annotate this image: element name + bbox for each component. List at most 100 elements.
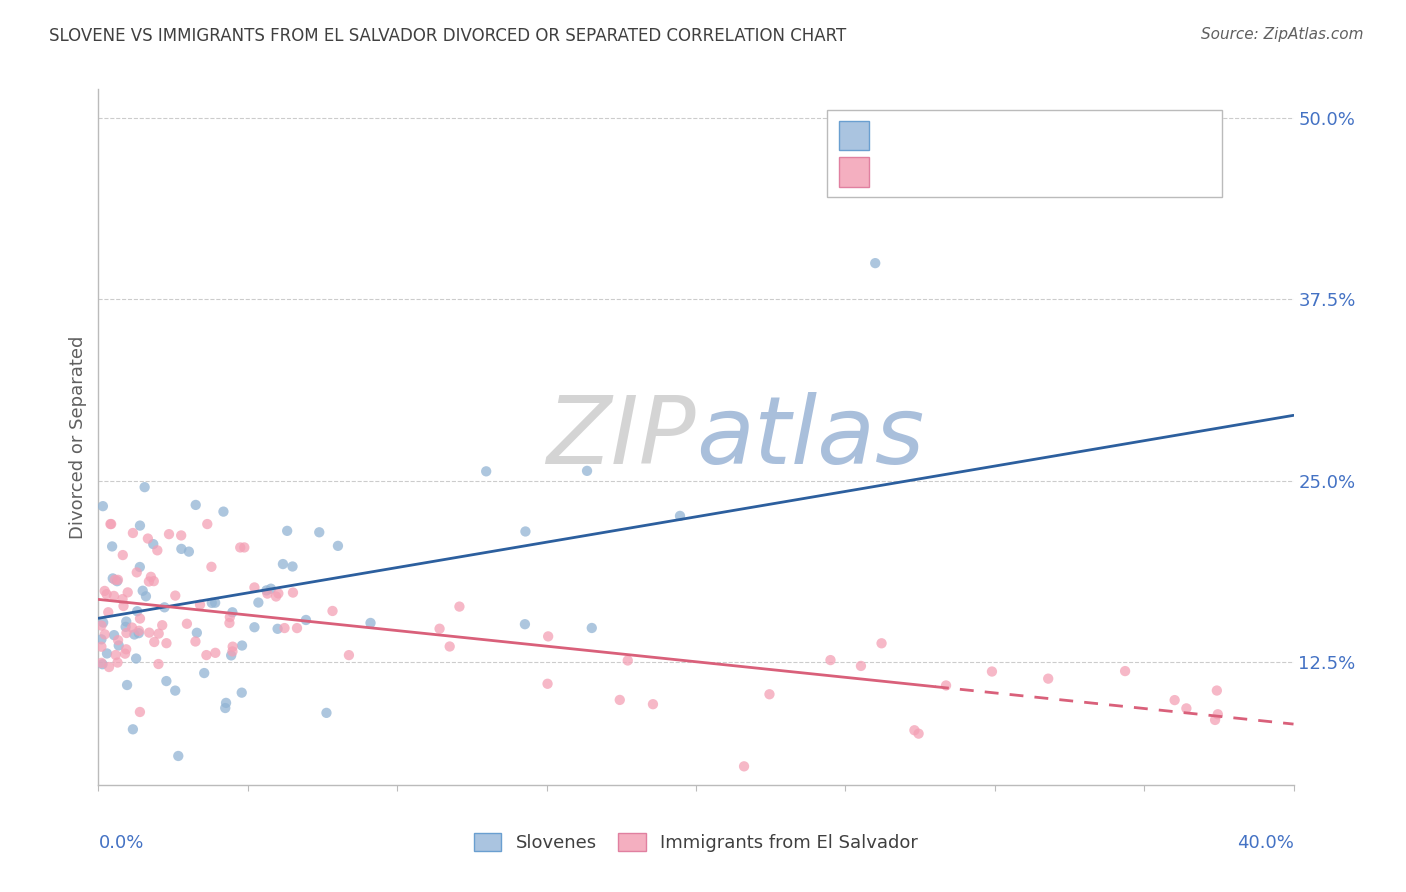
Point: [142, 574, 165, 588]
Point: [91, 615, 114, 630]
Point: [170, 541, 193, 556]
Text: SLOVENE VS IMMIGRANTS FROM EL SALVADOR DIVORCED OR SEPARATED CORRELATION CHART: SLOVENE VS IMMIGRANTS FROM EL SALVADOR D…: [49, 27, 846, 45]
Point: [981, 665, 1004, 679]
Point: [90, 656, 112, 670]
Point: [124, 627, 146, 641]
Point: [214, 701, 236, 715]
Point: [142, 537, 165, 551]
Point: [136, 532, 159, 546]
Point: [115, 615, 138, 629]
Point: [111, 592, 134, 607]
Point: [184, 498, 207, 512]
Point: [321, 604, 343, 618]
Text: Source: ZipAtlas.com: Source: ZipAtlas.com: [1201, 27, 1364, 42]
Point: [195, 648, 218, 662]
Point: [96, 587, 118, 601]
Point: [669, 508, 692, 523]
Point: [513, 617, 536, 632]
Point: [186, 625, 208, 640]
Point: [271, 557, 294, 571]
Point: [131, 583, 153, 598]
Point: [170, 528, 193, 542]
Point: [115, 642, 138, 657]
Point: [641, 697, 664, 711]
Point: [112, 599, 135, 613]
Point: [104, 648, 127, 662]
Point: [155, 674, 177, 689]
Point: [221, 605, 243, 619]
Point: [221, 644, 243, 658]
Point: [219, 648, 242, 663]
Point: [143, 635, 166, 649]
Point: [105, 574, 128, 589]
Point: [128, 626, 150, 640]
Point: [114, 647, 136, 661]
Point: [107, 656, 129, 670]
Y-axis label: Divorced or Separated: Divorced or Separated: [69, 335, 87, 539]
Point: [229, 541, 252, 555]
Point: [122, 723, 145, 737]
Point: [285, 621, 308, 635]
Point: [138, 574, 160, 589]
Point: [177, 544, 200, 558]
Point: [107, 639, 129, 653]
Point: [201, 596, 224, 610]
Point: [758, 687, 780, 701]
Point: [100, 517, 122, 532]
Point: [90, 618, 112, 632]
Point: [903, 723, 925, 738]
Point: [326, 539, 349, 553]
Point: [243, 581, 266, 595]
Point: [111, 548, 134, 562]
Point: [315, 706, 337, 720]
Point: [148, 657, 170, 671]
Point: [150, 618, 173, 632]
Point: [139, 570, 162, 584]
Point: [148, 626, 170, 640]
Point: [115, 678, 138, 692]
Point: [153, 600, 176, 615]
Point: [247, 595, 270, 609]
Point: [449, 599, 471, 614]
Point: [907, 726, 929, 740]
FancyBboxPatch shape: [827, 110, 1222, 197]
Point: [193, 666, 215, 681]
Point: [129, 705, 152, 719]
Point: [127, 604, 149, 618]
Point: [157, 527, 180, 541]
Point: [1175, 701, 1198, 715]
Point: [176, 616, 198, 631]
Point: [1204, 713, 1226, 727]
Point: [537, 629, 560, 643]
Point: [138, 625, 160, 640]
Point: [103, 589, 125, 603]
Point: [337, 648, 360, 662]
Point: [167, 749, 190, 764]
Point: [218, 615, 240, 630]
Point: [212, 505, 235, 519]
Point: [264, 590, 287, 604]
Point: [295, 613, 318, 627]
Text: R = -0.515    N = 89: R = -0.515 N = 89: [883, 162, 1066, 180]
Point: [243, 620, 266, 634]
Point: [231, 686, 253, 700]
Point: [195, 517, 218, 532]
Point: [122, 526, 145, 541]
Point: [125, 651, 148, 665]
Point: [935, 678, 957, 692]
Point: [576, 464, 599, 478]
Point: [100, 517, 122, 532]
Point: [107, 633, 129, 648]
Point: [429, 622, 451, 636]
Point: [128, 624, 150, 638]
Point: [96, 647, 118, 661]
Point: [90, 632, 112, 647]
Point: [267, 586, 290, 600]
Point: [101, 571, 124, 585]
Point: [115, 626, 138, 640]
Point: [91, 657, 114, 672]
Point: [165, 589, 187, 603]
Point: [94, 627, 117, 641]
Point: [256, 586, 278, 600]
Point: [103, 628, 125, 642]
